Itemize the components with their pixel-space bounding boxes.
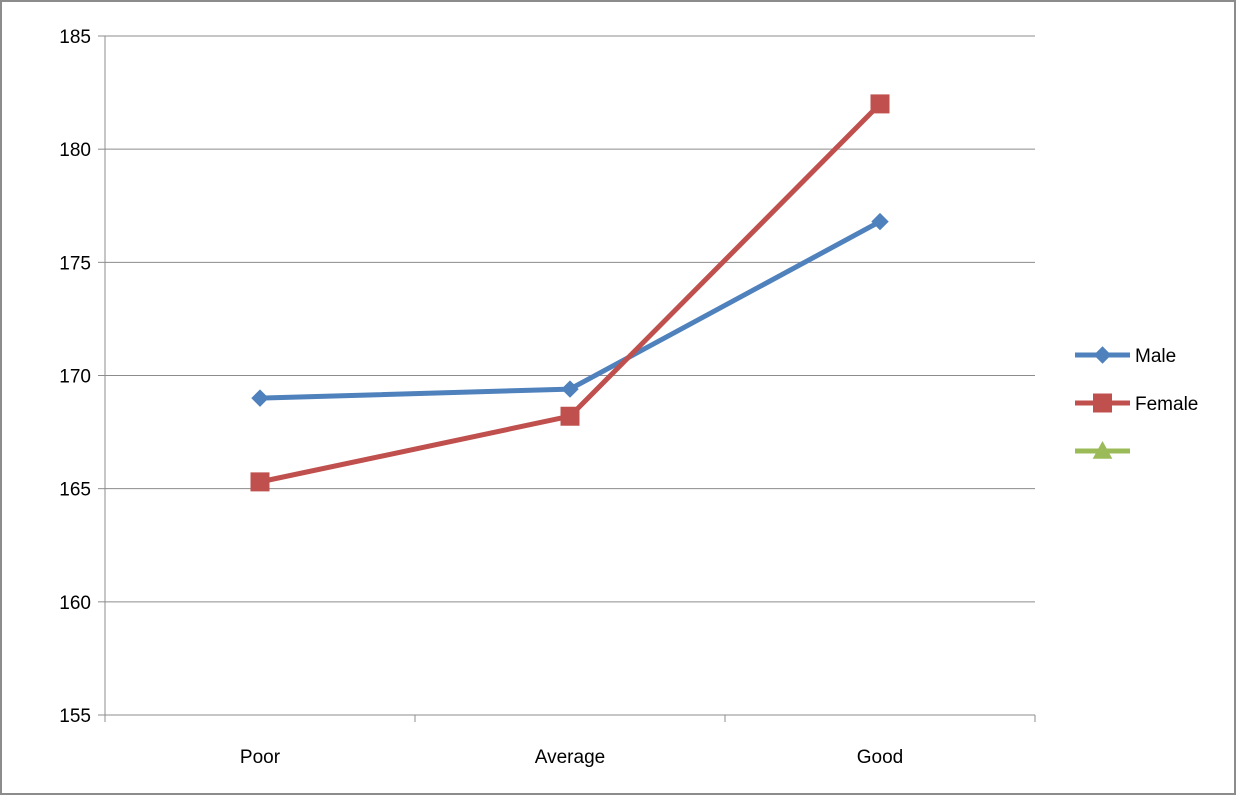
data-point [561, 380, 579, 398]
y-tick-label: 160 [59, 593, 91, 614]
y-tick-label: 155 [59, 706, 91, 727]
series-line [257, 219, 883, 401]
legend-entry: Male [1075, 346, 1176, 367]
y-tick-label: 170 [59, 367, 91, 388]
legend: Male Female [1075, 346, 1198, 459]
series-male [251, 212, 889, 407]
legend-marker [1092, 440, 1113, 459]
series-female [250, 94, 890, 492]
gridlines [105, 35, 1035, 603]
data-point [250, 472, 270, 492]
series [250, 94, 890, 492]
data-point [870, 94, 890, 114]
legend-marker [1093, 393, 1112, 413]
legend-entry [1075, 440, 1130, 459]
legend-marker [1093, 346, 1112, 364]
data-point [871, 212, 889, 231]
axes: 155 160 165 170 175 180 185 Poor Average Good [59, 27, 1036, 768]
y-tick-label: 165 [59, 480, 91, 501]
data-point [251, 389, 269, 407]
x-tick-label: Average [535, 747, 605, 768]
x-tick-label: Good [857, 747, 903, 768]
data-point [560, 406, 580, 426]
y-tick-label: 175 [59, 253, 91, 274]
y-tick-label: 185 [59, 27, 91, 48]
y-tick-label: 180 [59, 140, 91, 161]
legend-label: Female [1135, 394, 1198, 415]
legend-label: Male [1135, 346, 1176, 367]
x-tick-label: Poor [240, 747, 281, 768]
legend-entry: Female [1075, 393, 1198, 415]
